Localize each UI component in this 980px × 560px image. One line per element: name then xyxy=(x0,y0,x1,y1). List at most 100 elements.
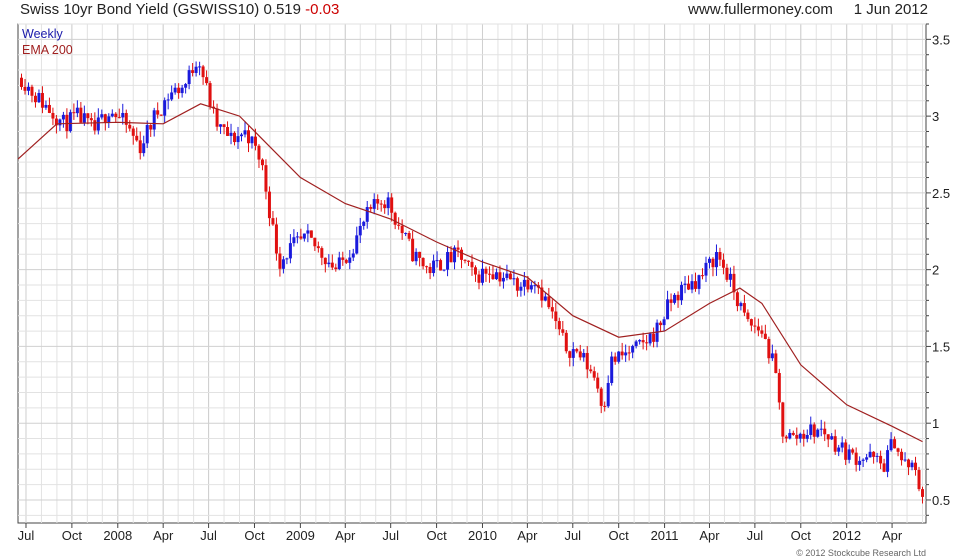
candle-body xyxy=(243,130,247,135)
x-tick-label: Apr xyxy=(517,528,538,543)
candle-body xyxy=(725,267,729,280)
candle xyxy=(400,219,404,240)
candle xyxy=(606,375,610,408)
candle-body xyxy=(201,66,205,78)
candle-body xyxy=(19,77,23,87)
candle xyxy=(868,443,872,458)
candle-body xyxy=(742,303,746,313)
candle xyxy=(529,281,533,293)
x-tick-label: Oct xyxy=(244,528,265,543)
candle xyxy=(788,429,792,440)
candle-body xyxy=(173,87,177,93)
x-tick-label: Oct xyxy=(791,528,812,543)
candle xyxy=(634,339,638,349)
candle xyxy=(302,233,306,242)
candle xyxy=(362,220,366,230)
candle-body xyxy=(267,191,271,219)
candle xyxy=(149,124,153,137)
candle-body xyxy=(54,118,58,126)
candle-body xyxy=(194,66,198,73)
site-link[interactable]: www.fullermoney.com xyxy=(688,1,833,18)
candle-body xyxy=(760,330,764,334)
candle-body xyxy=(439,260,443,271)
candle-body xyxy=(728,273,732,280)
candle xyxy=(222,124,226,135)
candle xyxy=(411,230,415,262)
candle xyxy=(805,429,809,443)
candle xyxy=(460,247,464,269)
candle-body xyxy=(875,455,879,457)
candle-body xyxy=(100,114,104,118)
legend-ema: EMA 200 xyxy=(22,43,73,57)
candle-body xyxy=(72,112,76,114)
candle xyxy=(697,274,701,295)
candle xyxy=(107,113,111,128)
candle-body xyxy=(341,257,345,260)
candle-body xyxy=(907,459,911,468)
candle-body xyxy=(739,303,743,307)
candle-body xyxy=(505,273,509,278)
candle-body xyxy=(400,225,404,234)
change-value: -0.03 xyxy=(305,1,340,18)
candle xyxy=(872,451,876,464)
candle-body xyxy=(355,235,359,254)
candle-body xyxy=(809,424,813,436)
candle xyxy=(826,434,830,448)
candle xyxy=(271,211,275,226)
candle xyxy=(37,89,41,103)
candle-body xyxy=(348,257,352,263)
candle-body xyxy=(547,296,551,308)
candle-body xyxy=(428,266,432,274)
candle xyxy=(687,275,691,291)
candle xyxy=(135,127,139,142)
candle-body xyxy=(707,258,711,263)
candle-body xyxy=(390,197,394,213)
candle-body xyxy=(917,470,921,490)
candle-body xyxy=(512,278,516,280)
candle xyxy=(809,416,813,440)
candle xyxy=(662,316,666,332)
candle-body xyxy=(142,143,146,154)
x-tick-label: Apr xyxy=(699,528,720,543)
candle xyxy=(669,293,673,312)
y-tick-label: 2 xyxy=(932,263,939,278)
candle xyxy=(240,132,244,142)
candle xyxy=(557,317,561,336)
candle-body xyxy=(648,333,652,344)
candle-body xyxy=(425,266,429,268)
candle-body xyxy=(847,449,851,460)
candle-body xyxy=(522,279,526,287)
candle-body xyxy=(236,136,240,143)
candle-body xyxy=(606,382,610,407)
candle-body xyxy=(75,107,79,114)
candle-body xyxy=(819,428,823,430)
candle xyxy=(638,339,642,345)
candle xyxy=(177,83,181,99)
candle-body xyxy=(386,197,390,209)
candle xyxy=(554,302,558,330)
candle xyxy=(173,83,177,95)
candle xyxy=(784,434,788,443)
candle-body xyxy=(149,125,153,130)
candle xyxy=(648,332,652,346)
candle xyxy=(592,366,596,381)
candle-body xyxy=(543,296,547,301)
candle xyxy=(774,349,778,374)
candle xyxy=(40,86,44,114)
candle xyxy=(735,290,739,312)
candle-body xyxy=(529,285,533,290)
y-tick-label: 2.5 xyxy=(932,186,950,201)
candle-body xyxy=(774,353,778,374)
candle xyxy=(830,433,834,441)
candle-body xyxy=(288,243,292,259)
candle xyxy=(23,79,27,95)
candle xyxy=(425,265,429,274)
candle-body xyxy=(812,424,816,437)
candle-body xyxy=(652,333,656,342)
candle-body xyxy=(568,351,572,358)
candle xyxy=(446,245,450,277)
candle xyxy=(344,258,348,264)
candle-body xyxy=(784,436,788,439)
candle xyxy=(491,265,495,280)
